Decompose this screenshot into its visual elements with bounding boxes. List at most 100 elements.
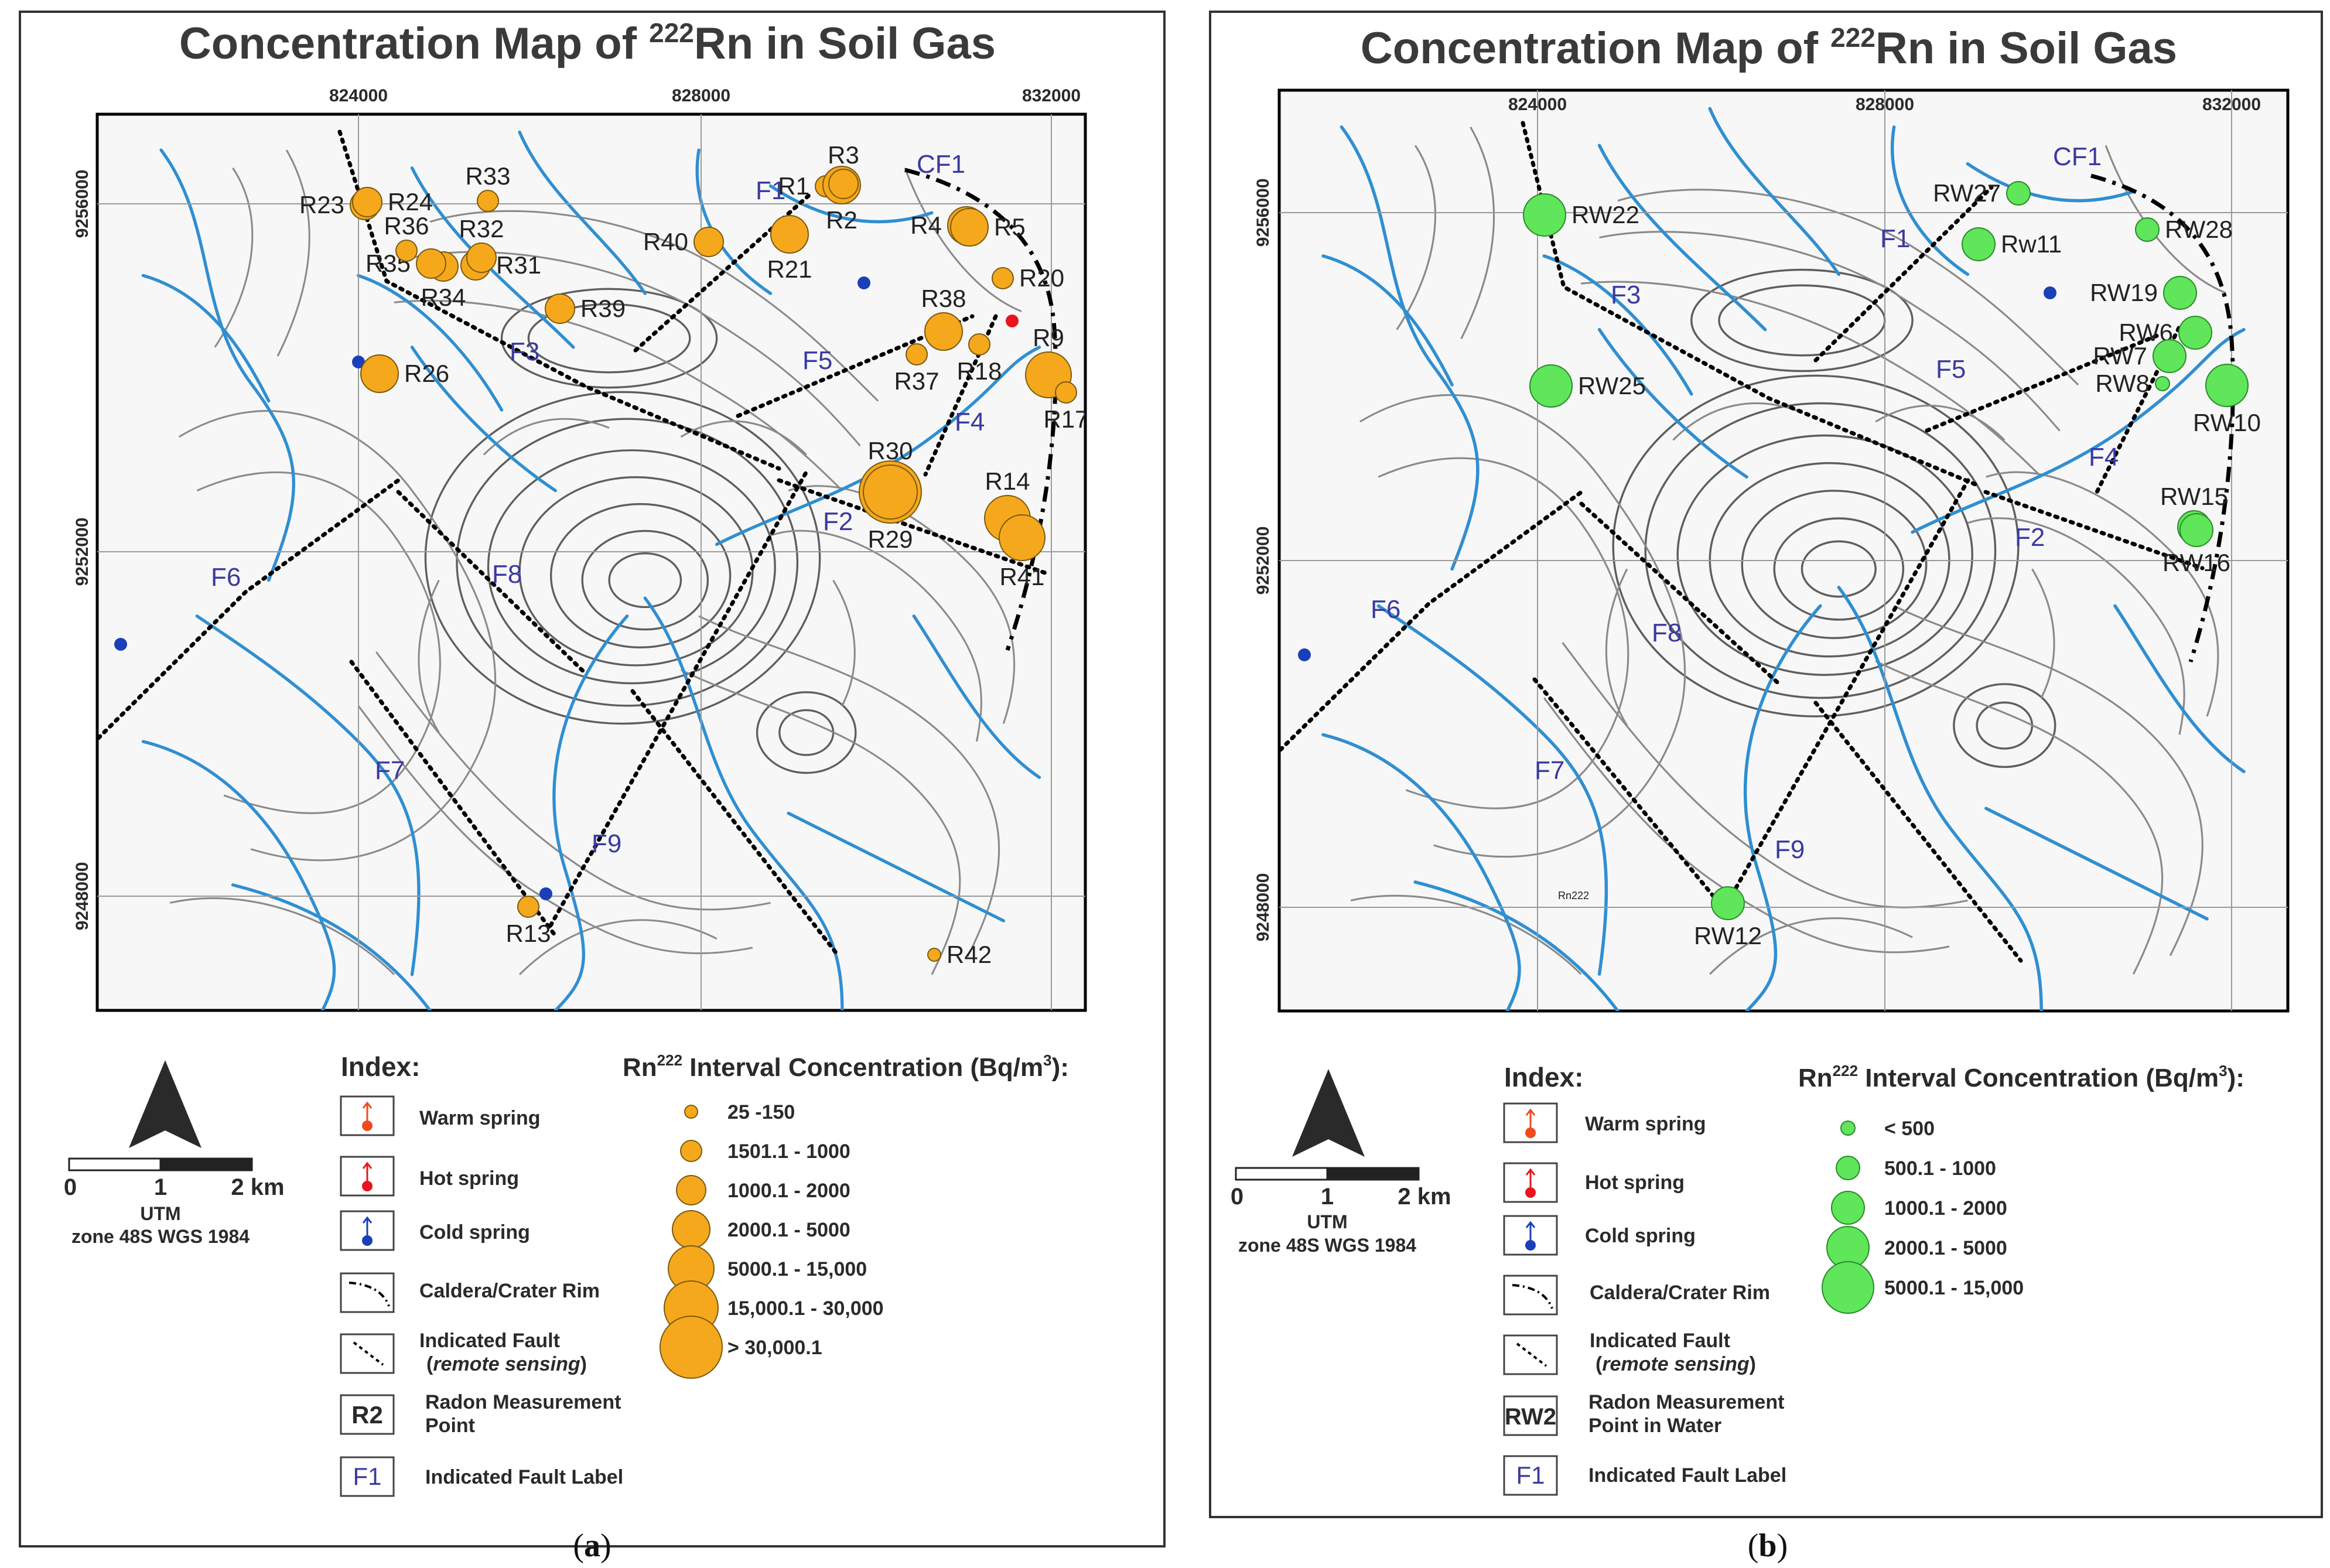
projection-line-1: UTM (1307, 1211, 1347, 1232)
measurement-point-marker[interactable] (352, 187, 382, 217)
fault-label: F6 (1371, 595, 1400, 624)
measurement-point-marker[interactable] (1529, 364, 1573, 408)
measurement-point-marker[interactable] (517, 896, 539, 918)
fault-label: F8 (1652, 619, 1682, 647)
measurement-point-marker[interactable] (2179, 513, 2213, 547)
measurement-point-marker[interactable] (1523, 193, 1566, 237)
fault-f8 (1579, 501, 1783, 688)
fault-f8 (396, 490, 588, 676)
legend-symbol (672, 1210, 710, 1249)
panel-b-index-legend: Index: Warm spring Hot spring Cold sprin… (1503, 1062, 1786, 1496)
y-tick-label: 9248000 (1253, 873, 1273, 942)
fault-f-extra (630, 689, 840, 957)
measurement-point-marker[interactable] (2155, 376, 2170, 391)
fault-label: F5 (1936, 355, 1966, 384)
measurement-point-marker[interactable] (999, 514, 1046, 561)
measurement-point-marker[interactable] (950, 208, 989, 247)
measurement-point-label: R3 (828, 141, 859, 169)
projection-line-2: zone 48S WGS 1984 (71, 1226, 250, 1247)
measurement-point-marker[interactable] (395, 240, 418, 262)
fault-f7 (1532, 677, 1730, 916)
measurement-point-marker[interactable] (416, 248, 446, 279)
panel-b-title: Concentration Map of 222Rn in Soil Gas (1361, 22, 2177, 73)
measurement-point-marker[interactable] (693, 227, 724, 257)
x-tick-label: 832000 (1022, 86, 1081, 105)
x-tick-label: 824000 (329, 86, 388, 105)
measurement-point-marker[interactable] (545, 293, 575, 324)
fault-label: F4 (2089, 443, 2119, 472)
legend-rim: Caldera/Crater Rim (419, 1280, 600, 1302)
fault-f1 (1813, 185, 1994, 363)
panel-b-map[interactable]: Rn222 RW22RW25RW27Rw11RW28RW19RW6RW7RW8R… (1277, 88, 2290, 1013)
legend-class-label: 500.1 - 1000 (1884, 1157, 1996, 1180)
measurement-point-marker[interactable] (968, 333, 990, 356)
measurement-point-label: R41 (999, 563, 1044, 590)
measurement-point-marker[interactable] (2163, 276, 2197, 310)
legend-point-1: Radon Measurement (1588, 1391, 1784, 1413)
legend-hot-spring: Hot spring (419, 1167, 519, 1190)
measurement-point-label: R18 (956, 357, 1002, 385)
measurement-point-marker[interactable] (1055, 381, 1077, 404)
legend-point-2: Point in Water (1588, 1415, 1721, 1437)
legend-class-label: 2000.1 - 5000 (727, 1219, 850, 1241)
legend-cold-spring: Cold spring (1585, 1225, 1696, 1247)
fault-icon (353, 1341, 384, 1366)
fault-f2 (1983, 490, 2205, 571)
tiny-mark: Rn222 (1558, 890, 1589, 901)
measurement-point-marker[interactable] (2135, 217, 2160, 242)
measurement-point-label: RW19 (2090, 279, 2158, 306)
measurement-point-marker[interactable] (1711, 886, 1745, 920)
warm-spring-icon (1525, 1109, 1536, 1138)
cold-spring (857, 276, 870, 289)
concentration-legend-title: Rn222 Interval Concentration (Bq/m3): (1798, 1062, 2244, 1092)
panel-b-springs (1298, 286, 2056, 661)
measurement-point-marker[interactable] (927, 948, 941, 962)
measurement-point-marker[interactable] (477, 190, 499, 212)
fault-label: CF1 (2053, 142, 2102, 171)
legend-symbol (676, 1175, 706, 1205)
measurement-point-marker[interactable] (2006, 181, 2031, 206)
x-tick-label: 828000 (672, 86, 730, 105)
x-tick-label: 824000 (1508, 95, 1567, 114)
measurement-point-label: R37 (894, 367, 939, 395)
measurement-point-marker[interactable] (906, 343, 928, 365)
panel-a-title: Concentration Map of 222Rn in Soil Gas (179, 18, 996, 69)
panel-a: Concentration Map of 222Rn in Soil Gas (19, 11, 1166, 1564)
legend-point-1: Radon Measurement (425, 1391, 621, 1413)
measurement-point-marker[interactable] (2205, 364, 2249, 407)
measurement-point-label: R2 (826, 206, 857, 234)
measurement-point-marker[interactable] (992, 267, 1014, 289)
measurement-point-marker[interactable] (2153, 339, 2186, 373)
measurement-point-marker[interactable] (466, 242, 497, 273)
measurement-point-marker[interactable] (1962, 227, 1996, 261)
scale-label: 2 km (1398, 1184, 1451, 1210)
measurement-point-label: R32 (459, 215, 504, 242)
measurement-point-marker[interactable] (360, 354, 399, 393)
cold-spring (352, 356, 365, 368)
measurement-point-marker[interactable] (828, 169, 859, 199)
fault-f6 (1279, 490, 1584, 752)
legend-symbol (684, 1105, 698, 1119)
measurement-point-label: R34 (421, 283, 466, 311)
measurement-point-label: R33 (465, 162, 510, 190)
panel-b-x-ticks: 824000 828000 832000 (1508, 95, 2261, 114)
scale-label: 0 (1231, 1184, 1243, 1210)
measurement-point-label: RW7 (2093, 342, 2147, 370)
legend-symbol (1840, 1121, 1856, 1136)
measurement-point-marker[interactable] (863, 464, 918, 520)
fault-icon (1516, 1342, 1547, 1367)
panel-a-map[interactable]: R1 R2 R3 R4 R5 R9 R13 R14 R17 R18 R20 R21 R23 R24 R26 R… (95, 112, 1089, 1012)
measurement-point-marker[interactable] (770, 215, 809, 254)
measurement-point-label: R24 (388, 188, 433, 216)
fault-label: CF1 (917, 150, 965, 179)
panel-a-y-ticks: 9256000 9252000 9248000 (73, 170, 92, 931)
scale-label: 1 (1321, 1184, 1334, 1210)
hot-spring (1006, 315, 1019, 327)
projection-line-2: zone 48S WGS 1984 (1238, 1235, 1416, 1256)
measurement-point-marker[interactable] (2178, 316, 2212, 350)
panel-a-fault-labels: F1 F2 F3 F4 F5 F6 F7 F8 F9 CF1 (211, 150, 985, 858)
panel-b-scale-bar: 0 1 2 km UTM zone 48S WGS 1984 (1231, 1167, 1451, 1256)
measurement-point-marker[interactable] (924, 312, 963, 351)
rim-icon (1512, 1284, 1553, 1309)
fault-label: F2 (2015, 523, 2045, 552)
